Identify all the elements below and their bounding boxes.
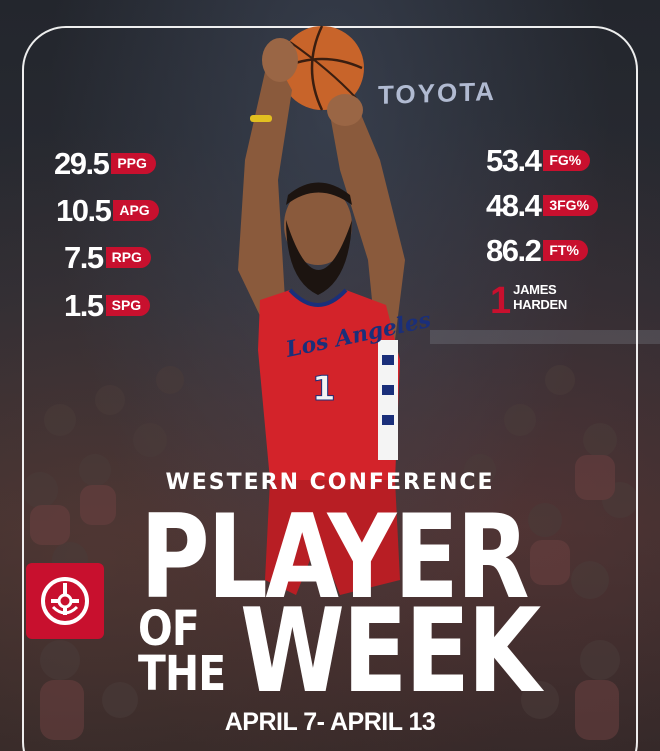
stat-ppg: 29.5 PPG [54,148,156,179]
stat-unit-badge: FT% [543,239,588,262]
headline-of: OF [138,601,200,657]
stat-unit-badge: PPG [111,152,156,175]
stat-rpg: 7.5 RPG [64,242,151,273]
headline-the: THE [138,646,226,702]
conference-heading: WESTERN CONFERENCE [165,470,495,495]
stat-unit-badge: 3FG% [543,194,599,217]
stat-unit-badge: RPG [105,246,151,269]
stat-value: 1.5 [64,288,104,323]
player-name: JAMES HARDEN [513,282,567,313]
team-logo [26,563,104,639]
stat-spg: 1.5 SPG [64,288,151,323]
player-figure: Los Angeles 1 [238,25,433,595]
player-number: 1 [490,280,512,322]
stat-value: 7.5 [64,240,104,275]
headline-player: PLAYER [140,490,530,625]
headline-week: WEEK [240,584,541,719]
stat-unit-badge: SPG [105,294,151,317]
stat-3fg-pct: 48.4 3FG% [486,188,599,223]
clippers-ship-icon [41,577,89,625]
stat-value: 86.2 [486,233,542,268]
jersey-number-text: 1 [312,369,336,409]
player-name-block: 1 JAMES HARDEN [490,280,567,322]
stat-value: 53.4 [486,143,542,178]
stat-value: 10.5 [56,193,112,228]
player-last-name: HARDEN [513,296,567,312]
stat-value: 48.4 [486,188,542,223]
player-first-name: JAMES [513,282,557,297]
stat-fg-pct: 53.4 FG% [486,143,591,178]
stat-unit-badge: FG% [543,149,591,172]
stat-value: 29.5 [54,146,110,181]
stat-unit-badge: APG [113,199,159,222]
stat-ft-pct: 86.2 FT% [486,235,588,266]
date-range: APRIL 7- APRIL 13 [224,708,436,736]
stat-apg: 10.5 APG [56,195,159,226]
